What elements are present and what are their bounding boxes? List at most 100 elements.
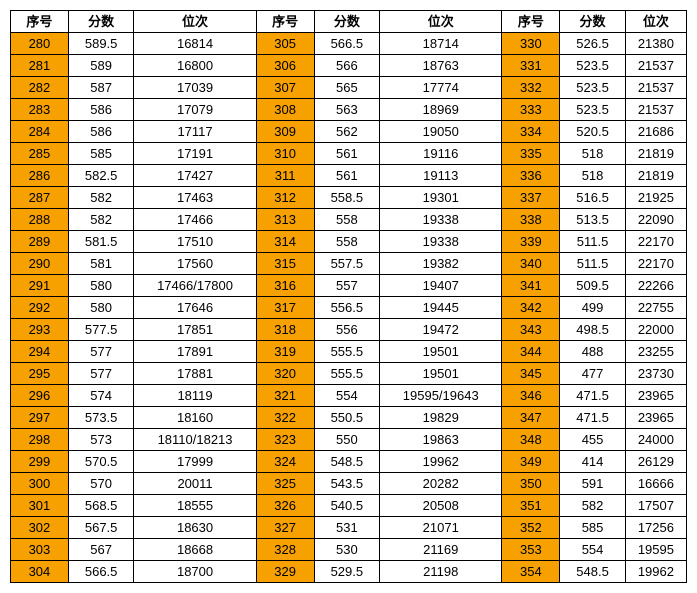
score-cell: 543.5 <box>314 473 380 495</box>
score-cell: 566.5 <box>68 561 134 583</box>
seq-cell: 333 <box>502 99 560 121</box>
seq-cell: 318 <box>256 319 314 341</box>
rank-cell: 17117 <box>134 121 256 143</box>
seq-cell: 322 <box>256 407 314 429</box>
seq-cell: 340 <box>502 253 560 275</box>
rank-cell: 18555 <box>134 495 256 517</box>
score-cell: 566 <box>314 55 380 77</box>
score-cell: 499 <box>560 297 626 319</box>
rank-cell: 17851 <box>134 319 256 341</box>
seq-cell: 308 <box>256 99 314 121</box>
rank-cell: 23965 <box>625 407 686 429</box>
score-cell: 557 <box>314 275 380 297</box>
rank-cell: 24000 <box>625 429 686 451</box>
rank-cell: 21071 <box>380 517 502 539</box>
table-row: 297573.518160322550.519829347471.523965 <box>11 407 687 429</box>
rank-cell: 19595 <box>625 539 686 561</box>
seq-cell: 306 <box>256 55 314 77</box>
rank-cell: 20282 <box>380 473 502 495</box>
rank-cell: 21537 <box>625 99 686 121</box>
seq-cell: 312 <box>256 187 314 209</box>
seq-cell: 354 <box>502 561 560 583</box>
seq-cell: 352 <box>502 517 560 539</box>
table-row: 301568.518555326540.52050835158217507 <box>11 495 687 517</box>
seq-cell: 314 <box>256 231 314 253</box>
table-row: 289581.51751031455819338339511.522170 <box>11 231 687 253</box>
rank-cell: 19338 <box>380 231 502 253</box>
table-row: 29457717891319555.51950134448823255 <box>11 341 687 363</box>
seq-cell: 345 <box>502 363 560 385</box>
score-cell: 523.5 <box>560 99 626 121</box>
score-cell: 565 <box>314 77 380 99</box>
seq-cell: 329 <box>256 561 314 583</box>
rank-cell: 26129 <box>625 451 686 473</box>
score-cell: 582.5 <box>68 165 134 187</box>
table-row: 2885821746631355819338338513.522090 <box>11 209 687 231</box>
score-cell: 554 <box>560 539 626 561</box>
score-cell: 498.5 <box>560 319 626 341</box>
rank-cell: 22755 <box>625 297 686 319</box>
table-row: 286582.5174273115611911333651821819 <box>11 165 687 187</box>
score-cell: 567.5 <box>68 517 134 539</box>
score-cell: 581 <box>68 253 134 275</box>
table-row: 299570.517999324548.51996234941426129 <box>11 451 687 473</box>
header-score-1: 分数 <box>68 11 134 33</box>
seq-cell: 286 <box>11 165 69 187</box>
rank-cell: 21537 <box>625 77 686 99</box>
seq-cell: 341 <box>502 275 560 297</box>
rank-cell: 17646 <box>134 297 256 319</box>
rank-cell: 19863 <box>380 429 502 451</box>
score-cell: 523.5 <box>560 55 626 77</box>
seq-cell: 297 <box>11 407 69 429</box>
score-cell: 585 <box>68 143 134 165</box>
rank-cell: 19962 <box>625 561 686 583</box>
seq-cell: 320 <box>256 363 314 385</box>
score-cell: 550.5 <box>314 407 380 429</box>
seq-cell: 289 <box>11 231 69 253</box>
score-cell: 509.5 <box>560 275 626 297</box>
seq-cell: 301 <box>11 495 69 517</box>
rank-cell: 18119 <box>134 385 256 407</box>
table-row: 2965741811932155419595/19643346471.52396… <box>11 385 687 407</box>
seq-cell: 348 <box>502 429 560 451</box>
header-score-2: 分数 <box>314 11 380 33</box>
score-cell: 580 <box>68 275 134 297</box>
score-cell: 561 <box>314 165 380 187</box>
table-row: 29557717881320555.51950134547723730 <box>11 363 687 385</box>
rank-cell: 21169 <box>380 539 502 561</box>
seq-cell: 287 <box>11 187 69 209</box>
seq-cell: 331 <box>502 55 560 77</box>
rank-cell: 20508 <box>380 495 502 517</box>
rank-cell: 19382 <box>380 253 502 275</box>
seq-cell: 330 <box>502 33 560 55</box>
rank-cell: 21537 <box>625 55 686 77</box>
rank-cell: 17560 <box>134 253 256 275</box>
score-cell: 589 <box>68 55 134 77</box>
rank-cell: 19407 <box>380 275 502 297</box>
seq-cell: 280 <box>11 33 69 55</box>
table-row: 303567186683285302116935355419595 <box>11 539 687 561</box>
seq-cell: 309 <box>256 121 314 143</box>
seq-cell: 307 <box>256 77 314 99</box>
score-cell: 540.5 <box>314 495 380 517</box>
header-rank-1: 位次 <box>134 11 256 33</box>
score-cell: 520.5 <box>560 121 626 143</box>
table-row: 285585171913105611911633551821819 <box>11 143 687 165</box>
seq-cell: 294 <box>11 341 69 363</box>
seq-cell: 342 <box>502 297 560 319</box>
seq-cell: 305 <box>256 33 314 55</box>
score-rank-table: 序号 分数 位次 序号 分数 位次 序号 分数 位次 280589.516814… <box>10 10 687 583</box>
score-cell: 591 <box>560 473 626 495</box>
rank-cell: 19501 <box>380 341 502 363</box>
rank-cell: 21819 <box>625 165 686 187</box>
rank-cell: 23965 <box>625 385 686 407</box>
seq-cell: 282 <box>11 77 69 99</box>
rank-cell: 21198 <box>380 561 502 583</box>
seq-cell: 339 <box>502 231 560 253</box>
seq-cell: 288 <box>11 209 69 231</box>
score-cell: 585 <box>560 517 626 539</box>
seq-cell: 346 <box>502 385 560 407</box>
seq-cell: 350 <box>502 473 560 495</box>
score-cell: 562 <box>314 121 380 143</box>
header-seq-1: 序号 <box>11 11 69 33</box>
